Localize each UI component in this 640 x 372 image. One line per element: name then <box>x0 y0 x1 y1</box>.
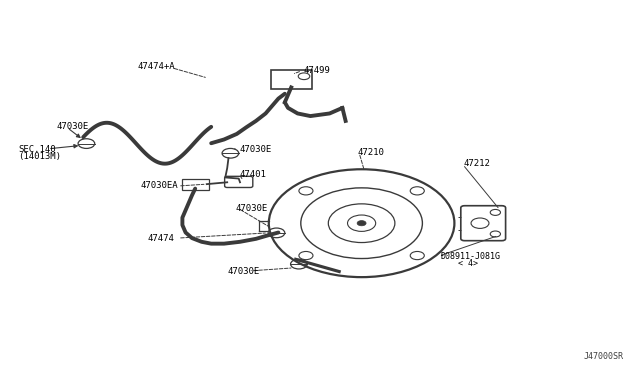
Text: 47030E: 47030E <box>227 267 259 276</box>
Text: (14013M): (14013M) <box>18 152 61 161</box>
Text: Ð08911-J081G: Ð08911-J081G <box>440 252 500 261</box>
Text: SEC.140: SEC.140 <box>18 145 56 154</box>
Text: 47499: 47499 <box>304 66 331 75</box>
Text: 47212: 47212 <box>463 159 490 168</box>
Text: 47401: 47401 <box>240 170 267 179</box>
Circle shape <box>357 221 366 226</box>
Text: 47474+A: 47474+A <box>138 62 175 71</box>
Text: 47474: 47474 <box>147 234 174 243</box>
Text: 47030EA: 47030EA <box>141 182 179 190</box>
Text: 47030E: 47030E <box>56 122 88 131</box>
Text: 47030E: 47030E <box>236 204 268 213</box>
Text: < 4>: < 4> <box>458 259 477 267</box>
Text: 47210: 47210 <box>357 148 384 157</box>
Text: J47000SR: J47000SR <box>584 352 624 361</box>
Text: 47030E: 47030E <box>239 145 271 154</box>
